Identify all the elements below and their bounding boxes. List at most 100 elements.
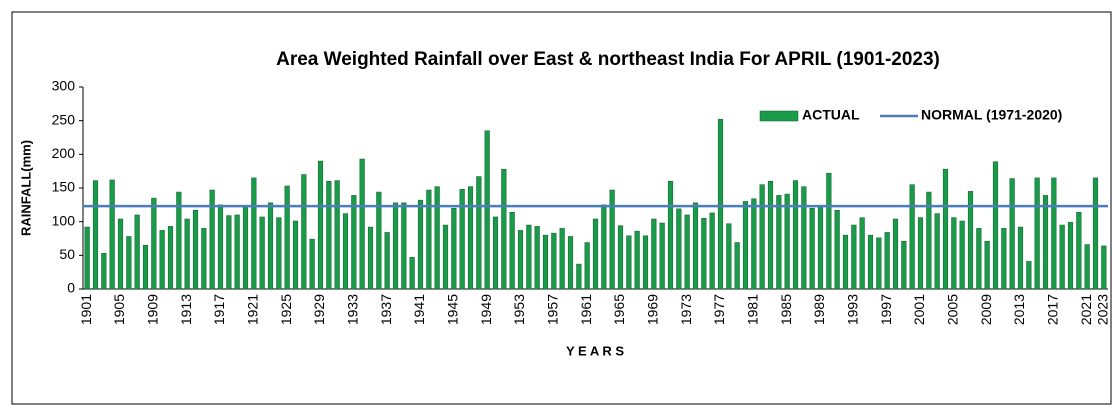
- bar: [434, 186, 440, 290]
- bar: [1017, 226, 1024, 290]
- bar: [1084, 244, 1090, 290]
- bar: [526, 224, 532, 290]
- bar: [567, 236, 574, 290]
- x-tick-label: 1905: [111, 294, 127, 325]
- bar: [342, 213, 349, 290]
- bar: [617, 225, 624, 290]
- bar: [584, 242, 590, 290]
- bar: [592, 218, 599, 290]
- bar: [659, 222, 665, 290]
- x-tick-label: 2001: [911, 294, 927, 325]
- x-tick-label: 1965: [611, 294, 627, 325]
- y-tick-label: 50: [59, 246, 75, 262]
- y-tick-label: 300: [52, 78, 76, 94]
- bar: [151, 197, 157, 290]
- bar: [284, 185, 290, 290]
- bar: [717, 119, 724, 290]
- bar: [359, 158, 365, 290]
- bar: [901, 240, 907, 290]
- y-tick-label: 250: [52, 111, 76, 127]
- bar: [534, 226, 540, 290]
- x-tick-label: 1997: [878, 294, 894, 325]
- bar: [134, 214, 140, 290]
- y-tick-label: 150: [52, 179, 76, 195]
- x-tick-label: 2023: [1095, 294, 1111, 325]
- bar: [767, 181, 774, 290]
- bar: [626, 235, 632, 290]
- bar: [334, 180, 340, 290]
- y-tick-label: 0: [67, 280, 75, 296]
- bar: [159, 230, 165, 290]
- x-tick-label: 2013: [1011, 294, 1027, 325]
- x-tick-label: 1917: [211, 294, 227, 325]
- bar: [201, 228, 207, 290]
- x-axis-label: Y E A R S: [566, 343, 624, 358]
- bar: [926, 191, 932, 290]
- bar: [867, 234, 874, 290]
- bar: [817, 206, 824, 290]
- x-tick-label: 1949: [478, 294, 494, 325]
- x-tick-label: 1961: [578, 294, 594, 325]
- bar: [917, 217, 924, 290]
- bar: [459, 189, 465, 290]
- bar: [826, 172, 832, 290]
- legend-swatch: [759, 110, 799, 122]
- x-tick-label: 1957: [545, 294, 561, 325]
- bar: [759, 184, 765, 290]
- bar: [367, 226, 374, 290]
- legend-label: ACTUAL: [802, 107, 860, 123]
- bar: [517, 230, 524, 290]
- x-tick-label: 1929: [311, 294, 327, 325]
- bar: [959, 220, 965, 290]
- bar: [1076, 211, 1082, 290]
- bar: [1051, 177, 1057, 290]
- bar: [417, 199, 424, 290]
- bar: [117, 218, 124, 290]
- bar: [976, 228, 982, 290]
- bar: [509, 211, 515, 290]
- bar: [734, 242, 740, 290]
- bar: [317, 160, 324, 290]
- x-tick-label: 2021: [1078, 294, 1094, 325]
- bar: [726, 223, 732, 290]
- bar: [951, 217, 957, 290]
- x-tick-label: 1937: [378, 294, 394, 325]
- y-tick-label: 100: [52, 212, 76, 228]
- bar: [701, 218, 707, 290]
- bar: [217, 204, 224, 290]
- bar: [1034, 177, 1040, 290]
- bar: [792, 180, 799, 290]
- bar: [84, 226, 90, 290]
- bar: [834, 209, 840, 290]
- bar: [376, 191, 382, 290]
- bar: [176, 191, 182, 290]
- bar: [467, 186, 474, 290]
- bar: [401, 202, 407, 290]
- x-tick-label: 1945: [445, 294, 461, 325]
- bar: [992, 161, 999, 290]
- bar: [242, 206, 249, 290]
- bar: [192, 209, 199, 290]
- bar: [451, 207, 457, 290]
- bar: [226, 215, 232, 290]
- bar: [751, 198, 757, 290]
- bar: [409, 257, 415, 290]
- legend-label: NORMAL (1971-2020): [921, 107, 1062, 123]
- bar: [942, 168, 949, 290]
- bar: [109, 179, 115, 290]
- bar: [1042, 195, 1049, 290]
- bar: [676, 208, 682, 290]
- bar: [601, 204, 607, 290]
- bar: [234, 214, 240, 290]
- bar: [259, 216, 265, 290]
- bar: [892, 218, 899, 290]
- bar: [126, 236, 132, 290]
- bar: [392, 202, 399, 290]
- bar: [1059, 224, 1065, 290]
- bar: [1009, 178, 1015, 290]
- bar: [984, 240, 990, 290]
- bar: [492, 216, 499, 290]
- bar: [684, 214, 690, 290]
- x-tick-label: 1913: [178, 294, 194, 325]
- bar: [884, 232, 890, 290]
